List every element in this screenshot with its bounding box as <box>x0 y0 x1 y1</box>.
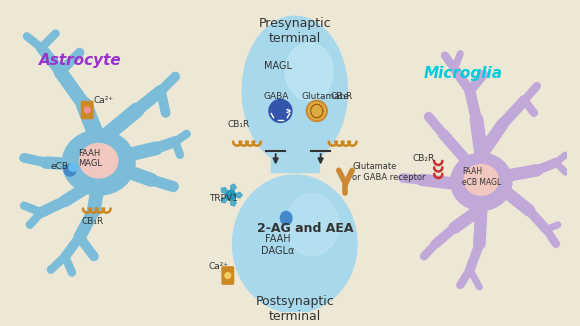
Text: GABA: GABA <box>263 93 289 101</box>
Text: CB₁R: CB₁R <box>228 120 250 129</box>
Ellipse shape <box>306 100 327 122</box>
Ellipse shape <box>308 102 325 120</box>
Text: FAAH
DAGLα: FAAH DAGLα <box>261 234 294 256</box>
Ellipse shape <box>269 99 292 123</box>
Text: 2-AG and AEA: 2-AG and AEA <box>256 221 353 234</box>
Text: CB₁R: CB₁R <box>330 93 353 101</box>
Ellipse shape <box>233 175 357 313</box>
Text: Postsynaptic
terminal: Postsynaptic terminal <box>255 295 334 323</box>
Ellipse shape <box>285 43 333 100</box>
Text: FAAH
MAGL: FAAH MAGL <box>78 149 101 169</box>
Polygon shape <box>271 151 318 172</box>
Text: Glutamate
or GABA receptor: Glutamate or GABA receptor <box>352 162 426 182</box>
Ellipse shape <box>79 143 118 178</box>
Text: Glutamate: Glutamate <box>302 93 350 101</box>
Ellipse shape <box>242 16 347 166</box>
Circle shape <box>69 164 77 171</box>
Text: MAGL: MAGL <box>264 61 292 71</box>
Text: Ca²⁺: Ca²⁺ <box>209 262 229 271</box>
Circle shape <box>226 190 235 200</box>
Circle shape <box>84 107 90 113</box>
Ellipse shape <box>285 194 339 255</box>
Text: Microglia: Microglia <box>424 67 503 82</box>
Text: CB₁R: CB₁R <box>81 217 104 226</box>
Polygon shape <box>231 184 236 195</box>
Text: CB₂R: CB₂R <box>412 154 434 163</box>
FancyBboxPatch shape <box>81 101 93 119</box>
FancyBboxPatch shape <box>222 267 234 284</box>
Ellipse shape <box>451 153 512 211</box>
Ellipse shape <box>464 165 499 195</box>
Circle shape <box>225 273 231 278</box>
Text: Ca²⁺: Ca²⁺ <box>94 96 114 105</box>
Polygon shape <box>231 192 242 198</box>
Text: Presynaptic
terminal: Presynaptic terminal <box>259 17 331 45</box>
Text: Astrocyte: Astrocyte <box>39 53 122 68</box>
Polygon shape <box>231 195 236 206</box>
Text: eCB: eCB <box>51 162 69 171</box>
Polygon shape <box>222 195 231 203</box>
Text: TRPV1: TRPV1 <box>209 194 238 203</box>
Ellipse shape <box>62 130 135 195</box>
Ellipse shape <box>281 212 292 225</box>
Circle shape <box>64 165 76 176</box>
Polygon shape <box>222 187 231 195</box>
Text: FAAH
eCB MAGL: FAAH eCB MAGL <box>462 167 502 186</box>
